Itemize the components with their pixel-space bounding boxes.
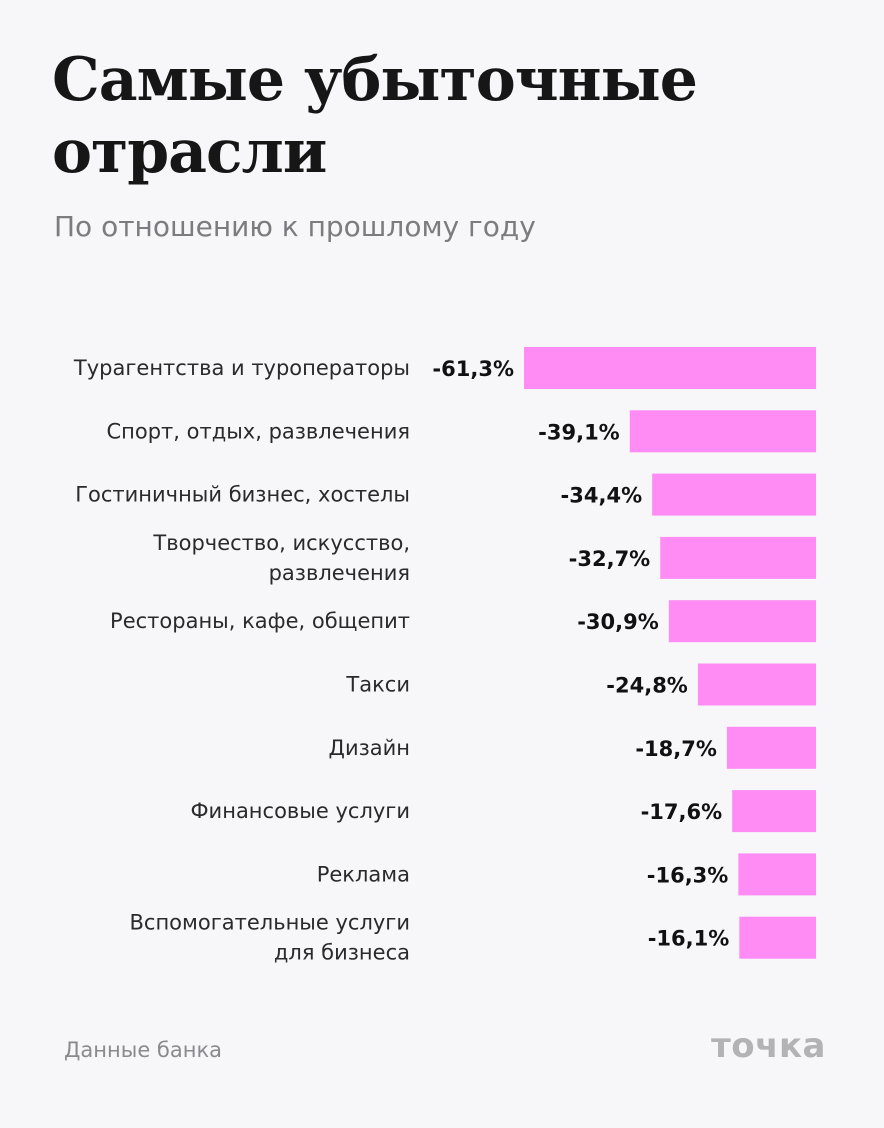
bar <box>739 916 816 959</box>
value-label: -18,7% <box>635 737 717 761</box>
chart-subtitle: По отношению к прошлому году <box>54 210 536 243</box>
brand-logo: точка <box>711 1026 826 1066</box>
value-label: -17,6% <box>641 800 723 824</box>
bar <box>668 600 816 643</box>
category-label-line: Гостиничный бизнес, хостелы <box>75 483 410 507</box>
value-label: -16,3% <box>647 863 729 887</box>
bar <box>652 473 816 516</box>
value-label: -24,8% <box>606 674 688 698</box>
bar <box>629 410 816 453</box>
category-label-line: Спорт, отдых, развлечения <box>106 419 410 443</box>
bar <box>738 853 816 896</box>
value-label: -61,3% <box>432 357 514 381</box>
category-label-line: развлечения <box>269 561 410 585</box>
category-label: Турагентства и туроператоры <box>73 356 410 380</box>
category-label: Финансовые услуги <box>190 799 410 823</box>
category-label-line: Вспомогательные услуги <box>130 911 411 935</box>
category-label: Рестораны, кафе, общепит <box>110 609 410 633</box>
bar <box>697 663 816 706</box>
chart-title: Самые убыточные отрасли <box>52 45 698 187</box>
category-label: Дизайн <box>329 736 410 760</box>
bar <box>660 536 816 579</box>
bar-chart: -61,3% Турагентства и туроператоры -39,1% С… <box>73 347 816 965</box>
category-label-line: Такси <box>345 673 410 697</box>
category-label: Реклама <box>317 862 410 886</box>
category-label-line: Творчество, искусство, <box>152 531 410 555</box>
bar <box>524 347 816 389</box>
category-label: Спорт, отдых, развлечения <box>106 419 410 443</box>
value-label: -16,1% <box>648 927 730 951</box>
category-label: Такси <box>345 673 410 697</box>
value-label: -34,4% <box>561 484 643 508</box>
category-label: Творчество, искусство, развлечения <box>152 531 410 585</box>
bar <box>732 790 816 833</box>
value-label: -30,9% <box>577 610 659 634</box>
category-label-line: Рестораны, кафе, общепит <box>110 609 410 633</box>
category-label-line: Финансовые услуги <box>190 799 410 823</box>
category-label: Вспомогательные услуги для бизнеса <box>130 911 411 965</box>
bar <box>726 726 816 769</box>
source-note: Данные банка <box>64 1038 223 1062</box>
category-label-line: для бизнеса <box>274 941 410 965</box>
category-label-line: Реклама <box>317 862 410 886</box>
category-label-line: Дизайн <box>329 736 410 760</box>
category-label-line: Турагентства и туроператоры <box>73 356 410 380</box>
value-label: -32,7% <box>569 547 651 571</box>
value-label: -39,1% <box>538 420 620 444</box>
category-label: Гостиничный бизнес, хостелы <box>75 483 410 507</box>
